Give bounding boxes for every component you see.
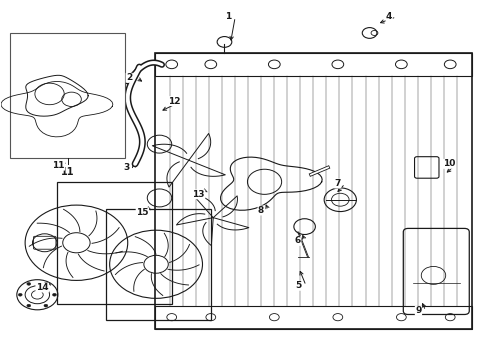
- Text: 1: 1: [225, 12, 231, 21]
- Text: 9: 9: [415, 306, 421, 315]
- Circle shape: [44, 283, 48, 285]
- Circle shape: [27, 304, 31, 307]
- Text: 3: 3: [123, 163, 130, 172]
- Text: 14: 14: [36, 283, 49, 292]
- Text: 4: 4: [386, 12, 392, 21]
- Text: 11: 11: [52, 161, 65, 170]
- Text: 10: 10: [443, 159, 455, 168]
- Bar: [57, 182, 172, 304]
- Text: 2: 2: [126, 73, 132, 82]
- Circle shape: [18, 293, 22, 296]
- Bar: [106, 209, 211, 320]
- Text: 12: 12: [168, 96, 180, 105]
- Text: 5: 5: [295, 281, 302, 290]
- Text: 7: 7: [335, 179, 341, 188]
- Text: 13: 13: [193, 190, 205, 199]
- Bar: [10, 33, 125, 158]
- Text: 15: 15: [136, 208, 148, 217]
- Text: 11: 11: [61, 167, 74, 177]
- Circle shape: [44, 304, 48, 307]
- Circle shape: [52, 293, 56, 296]
- Text: 6: 6: [294, 237, 301, 246]
- Text: 8: 8: [258, 206, 264, 215]
- Circle shape: [27, 283, 31, 285]
